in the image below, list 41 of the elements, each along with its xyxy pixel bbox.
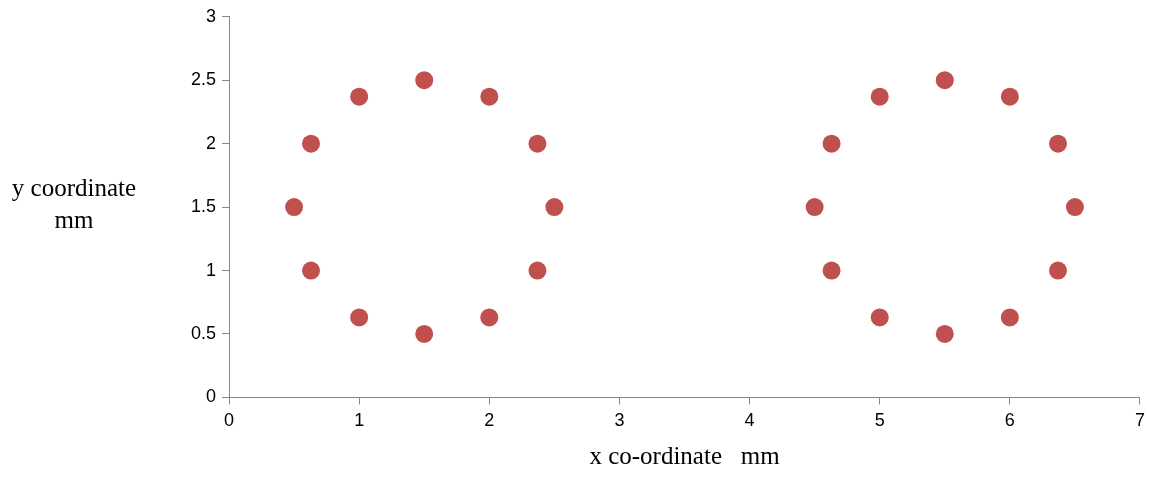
y-tick-label: 0.5: [190, 322, 217, 343]
y-tick-label: 2: [206, 132, 217, 153]
x-tick-label: 0: [224, 410, 235, 431]
x-tick-label: 1: [354, 410, 365, 431]
point: [350, 308, 369, 327]
x-axis-title: x co-ordinate mm: [589, 441, 781, 469]
point: [1000, 308, 1019, 327]
point: [935, 71, 954, 90]
point: [805, 198, 824, 217]
point: [1000, 87, 1019, 106]
x-tick-label: 7: [1134, 410, 1145, 431]
point: [822, 134, 841, 153]
point: [480, 308, 499, 327]
point: [528, 261, 547, 280]
y-tick-label: 1: [206, 259, 217, 280]
point: [870, 308, 889, 327]
point: [480, 87, 499, 106]
point: [822, 261, 841, 280]
point: [415, 324, 434, 343]
point: [545, 198, 564, 217]
y-tick-label: 0: [206, 386, 217, 407]
y-axis-title: y coordinate mm: [10, 173, 138, 235]
x-tick-label: 5: [874, 410, 885, 431]
point: [415, 71, 434, 90]
point: [302, 134, 321, 153]
x-tick-label: 6: [1004, 410, 1015, 431]
x-tick-label: 4: [744, 410, 755, 431]
y-tick-label: 3: [206, 5, 217, 26]
point: [1049, 134, 1068, 153]
point: [350, 87, 369, 106]
point: [870, 87, 889, 106]
point: [935, 324, 954, 343]
point: [528, 134, 547, 153]
y-tick-label: 2.5: [190, 69, 217, 90]
point: [285, 198, 304, 217]
point: [302, 261, 321, 280]
y-tick-label: 1.5: [190, 196, 217, 217]
point: [1049, 261, 1068, 280]
x-tick-label: 2: [484, 410, 495, 431]
point: [1065, 198, 1084, 217]
x-tick-label: 3: [614, 410, 625, 431]
